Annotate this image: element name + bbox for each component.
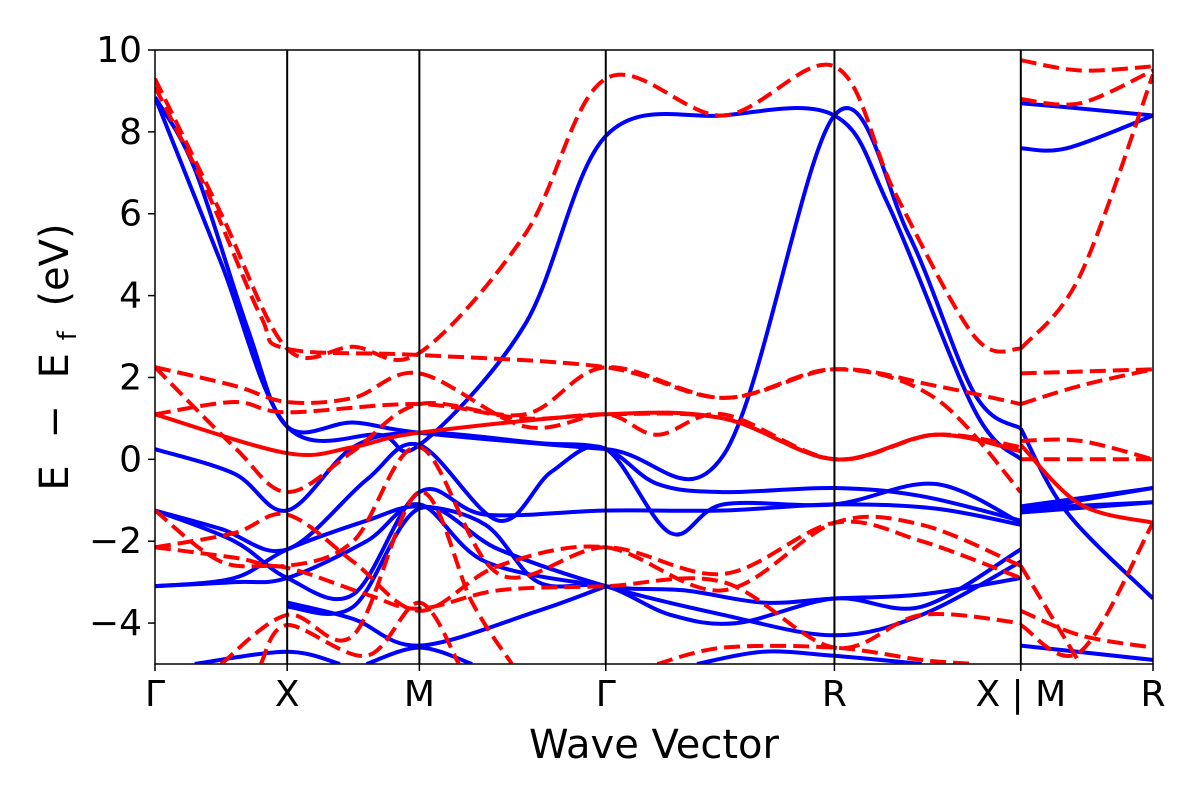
solid-band-line-0-11 xyxy=(696,649,922,664)
dashed-band-line-1-16 xyxy=(1020,437,1153,462)
dashed-band-line-1-1 xyxy=(155,85,1022,407)
dashed-band-line-1-9 xyxy=(258,600,461,664)
y-label-unit: (eV) xyxy=(32,223,78,306)
solid-band-line-0-18 xyxy=(1020,486,1153,509)
dashed-band-line-1-3 xyxy=(155,365,1023,495)
dashed-band-line-1-12 xyxy=(1020,68,1153,107)
series-1 xyxy=(155,58,1153,664)
y-tick-label: 4 xyxy=(119,276,142,317)
solid-band-line-0-2 xyxy=(155,430,1022,523)
x-axis-label: Wave Vector xyxy=(529,722,780,768)
solid-band-line-0-8 xyxy=(286,584,607,648)
solid-band-line-2-1 xyxy=(1019,443,1153,525)
dashed-band-line-1-15 xyxy=(1020,367,1153,407)
x-tick-label: X xyxy=(275,674,300,715)
dashed-band-line-1-6 xyxy=(155,445,1022,580)
x-tick-label: M xyxy=(404,674,435,715)
dashed-band-line-1-20 xyxy=(1019,564,1083,664)
y-axis-ticks: −4 −2 0 2 4 6 8 10 xyxy=(89,30,155,644)
k-point-separators xyxy=(286,50,1022,664)
dashed-band-line-1-5 xyxy=(155,511,1022,613)
x-tick-label: R xyxy=(822,674,847,715)
dashed-band-line-1-18 xyxy=(1020,608,1153,650)
dashed-band-line-1-10 xyxy=(656,643,975,664)
dashed-band-line-1-19 xyxy=(1019,521,1153,658)
solid-band-line-0-1 xyxy=(155,96,1023,481)
y-tick-label: 0 xyxy=(119,439,142,480)
y-axis-label: E − E f (eV) xyxy=(32,223,86,490)
dashed-band-line-1-13 xyxy=(1019,73,1153,351)
x-tick-label: R xyxy=(1140,674,1165,715)
solid-band-line-0-19 xyxy=(1020,643,1153,662)
solid-band-line-0-14 xyxy=(1019,427,1153,600)
y-tick-label: 6 xyxy=(119,194,142,235)
x-tick-label: X | M xyxy=(975,674,1066,715)
y-tick-label: −2 xyxy=(89,521,142,562)
x-tick-label: Γ xyxy=(145,674,165,715)
y-label-energy: E xyxy=(32,465,78,490)
y-tick-label: 2 xyxy=(119,357,142,398)
x-axis-ticks: Γ X M Γ R X | M R xyxy=(145,664,1166,715)
svg-text:E − E f: E − E f (eV) xyxy=(32,223,86,490)
dashed-band-line-1-7 xyxy=(155,508,1021,651)
y-tick-label: −4 xyxy=(89,603,142,644)
y-label-subscript: f xyxy=(53,330,83,340)
x-tick-label: Γ xyxy=(596,674,616,715)
y-label-minus: − xyxy=(32,405,78,439)
y-label-fermi: E xyxy=(32,353,78,378)
dashed-band-line-1-11 xyxy=(1020,58,1153,73)
solid-band-line-0-4 xyxy=(155,487,1022,602)
y-tick-label: 8 xyxy=(119,112,142,153)
solid-band-line-0-13 xyxy=(1020,101,1153,118)
plot-frame xyxy=(154,49,1154,665)
solid-band-line-0-0 xyxy=(155,96,1023,461)
y-tick-label: 10 xyxy=(96,30,142,71)
